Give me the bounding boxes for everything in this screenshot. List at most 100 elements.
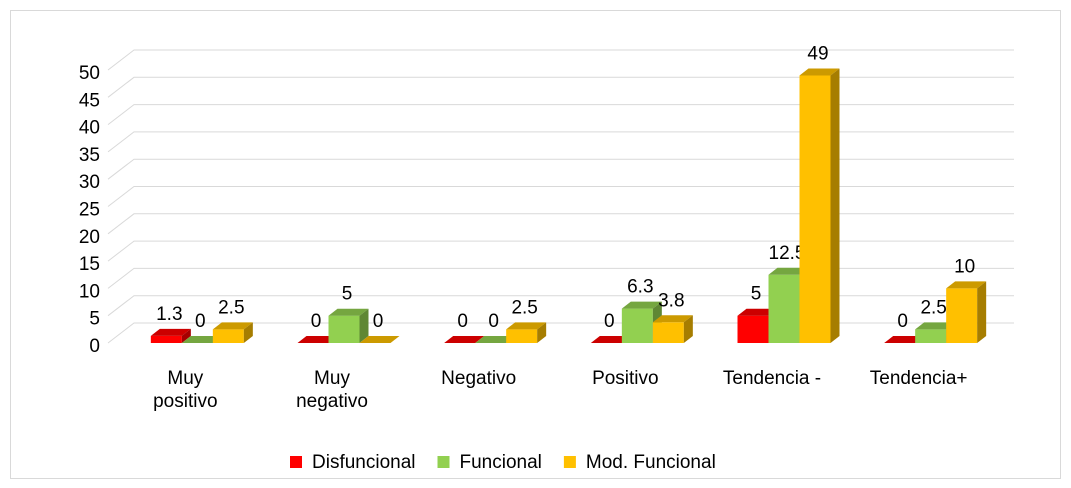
grid-line bbox=[107, 49, 1014, 71]
data-label: 5 bbox=[751, 284, 762, 305]
data-label: 0 bbox=[457, 311, 468, 332]
data-label: 1.3 bbox=[156, 304, 182, 325]
bar-side bbox=[181, 328, 191, 343]
bar-front bbox=[328, 315, 360, 343]
bar-side bbox=[359, 308, 369, 343]
y-tick-label: 5 bbox=[89, 309, 100, 330]
bar-top bbox=[946, 281, 987, 289]
data-label: 49 bbox=[807, 43, 828, 64]
bar-side bbox=[683, 315, 693, 343]
bar-top bbox=[768, 267, 809, 275]
bar bbox=[884, 336, 925, 343]
x-tick-label: Negativo bbox=[441, 368, 517, 389]
bar bbox=[150, 328, 191, 343]
bar-side bbox=[243, 322, 253, 343]
bar-front bbox=[212, 329, 244, 343]
bar bbox=[475, 336, 516, 343]
bar-top bbox=[915, 322, 956, 330]
data-label: 6.3 bbox=[627, 277, 653, 298]
bar bbox=[444, 336, 485, 343]
legend-swatch bbox=[290, 456, 302, 468]
bar-front bbox=[946, 288, 978, 343]
y-tick-label: 10 bbox=[79, 281, 100, 302]
grid-line bbox=[107, 267, 1014, 289]
data-label: 10 bbox=[954, 256, 975, 277]
bar-top bbox=[212, 322, 253, 330]
grid-line bbox=[107, 104, 1014, 125]
x-tick-label: Muy negativo bbox=[296, 368, 368, 412]
bar-front bbox=[150, 335, 182, 343]
bar-front bbox=[652, 322, 684, 343]
bar bbox=[506, 322, 547, 343]
data-label: 0 bbox=[195, 311, 206, 332]
bar bbox=[297, 336, 338, 343]
grid-line bbox=[107, 158, 1014, 180]
bar-front bbox=[737, 315, 769, 343]
data-label: 0 bbox=[604, 311, 615, 332]
bar-top bbox=[475, 336, 516, 343]
bar-top bbox=[150, 328, 191, 336]
y-tick-label: 15 bbox=[79, 254, 100, 275]
y-tick-label: 40 bbox=[79, 118, 100, 139]
x-tick-label: Tendencia - bbox=[722, 368, 822, 389]
grid-line bbox=[107, 295, 1014, 317]
bar-side bbox=[537, 322, 547, 343]
legend-swatch bbox=[437, 456, 450, 468]
bar-top bbox=[506, 322, 547, 330]
legend-label: Disfuncional bbox=[312, 452, 416, 473]
bar bbox=[799, 68, 840, 344]
bar-top bbox=[621, 301, 662, 309]
legend-label: Mod. Funcional bbox=[586, 452, 716, 473]
legend-label: Funcional bbox=[460, 452, 542, 473]
bar-top bbox=[181, 336, 222, 343]
bar-side bbox=[977, 281, 987, 343]
y-tick-label: 0 bbox=[89, 336, 100, 357]
data-label: 3.8 bbox=[658, 290, 684, 311]
grid-line bbox=[107, 322, 1014, 344]
bar-top bbox=[444, 336, 485, 343]
bar-top bbox=[652, 315, 693, 323]
data-label: 0 bbox=[311, 311, 322, 332]
y-tick-label: 20 bbox=[79, 227, 100, 248]
bar-front bbox=[799, 75, 831, 344]
bar bbox=[212, 322, 253, 343]
data-label: 12.5 bbox=[769, 243, 806, 264]
bar-front bbox=[506, 329, 538, 343]
grid-line bbox=[107, 240, 1014, 262]
data-label: 5 bbox=[342, 284, 353, 305]
bar bbox=[652, 315, 693, 343]
bar bbox=[328, 308, 369, 343]
grid-line bbox=[107, 131, 1014, 153]
data-label: 0 bbox=[373, 311, 384, 332]
chart-border bbox=[10, 10, 1061, 479]
bar-top bbox=[737, 308, 778, 316]
x-tick-label: Tendencia+ bbox=[869, 368, 968, 389]
grid-line bbox=[107, 213, 1014, 235]
bar-front bbox=[915, 329, 947, 343]
bar bbox=[621, 301, 662, 343]
y-tick-label: 50 bbox=[79, 63, 100, 84]
bar-front bbox=[621, 308, 653, 343]
grid-line bbox=[107, 76, 1014, 98]
data-label: 0 bbox=[488, 311, 499, 332]
y-tick-label: 45 bbox=[79, 90, 100, 111]
data-label: 0 bbox=[897, 311, 908, 332]
bar-top bbox=[799, 68, 840, 76]
bar-top bbox=[590, 336, 631, 343]
data-label: 2.5 bbox=[511, 297, 537, 318]
bar bbox=[590, 336, 631, 343]
bar bbox=[946, 281, 987, 343]
bar-top bbox=[297, 336, 338, 343]
bar bbox=[181, 336, 222, 343]
bar-side bbox=[830, 68, 840, 344]
grid-line bbox=[107, 186, 1014, 207]
x-tick-label: Muy positivo bbox=[153, 368, 218, 412]
x-tick-label: Positivo bbox=[592, 368, 659, 389]
bar-top bbox=[359, 336, 400, 343]
legend-swatch bbox=[563, 456, 576, 468]
data-label: 2.5 bbox=[920, 297, 946, 318]
bar-top bbox=[884, 336, 925, 343]
y-tick-label: 25 bbox=[79, 200, 100, 221]
